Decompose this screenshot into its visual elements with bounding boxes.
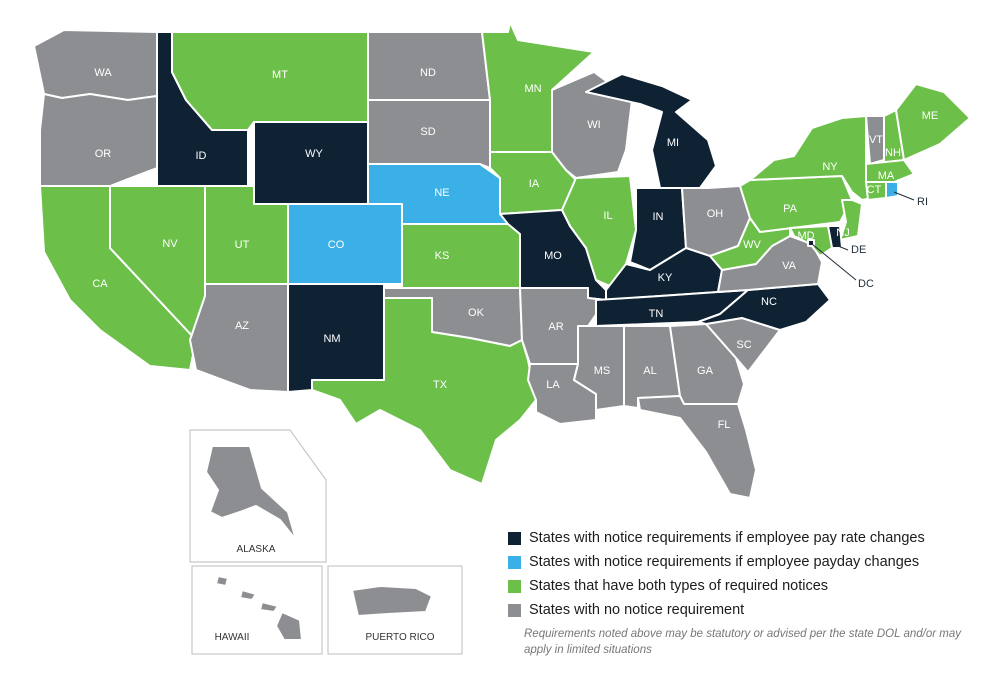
label-md: MD	[797, 230, 814, 242]
legend-swatch	[508, 579, 521, 593]
label-pa: PA	[783, 203, 798, 215]
state-hi[interactable]	[215, 575, 303, 641]
leader-de	[837, 245, 849, 251]
label-wa: WA	[94, 67, 112, 79]
state-ak[interactable]	[205, 445, 297, 541]
hawaii-label: HAWAII	[215, 632, 250, 643]
state-me[interactable]	[895, 83, 971, 161]
label-az: AZ	[235, 320, 249, 332]
legend-item-none: States with no notice requirement	[508, 598, 988, 622]
state-mi[interactable]	[585, 73, 717, 189]
label-al: AL	[643, 365, 656, 377]
state-mn[interactable]	[481, 21, 595, 153]
legend-item-both: States that have both types of required …	[508, 574, 988, 598]
label-ks: KS	[435, 250, 450, 262]
state-mt[interactable]	[171, 31, 369, 131]
state-co[interactable]	[287, 203, 403, 285]
label-tx: TX	[433, 379, 448, 391]
state-il[interactable]	[561, 175, 637, 287]
label-nv: NV	[162, 238, 178, 250]
label-tn: TN	[649, 308, 664, 320]
state-tx[interactable]	[311, 297, 537, 485]
label-wy: WY	[305, 148, 323, 160]
legend-label: States with notice requirements if emplo…	[529, 530, 925, 546]
state-fl[interactable]	[637, 395, 757, 499]
label-ri: RI	[917, 196, 928, 208]
legend-item-rate: States with notice requirements if emplo…	[508, 526, 988, 550]
legend-label: States with no notice requirement	[529, 602, 745, 618]
footnote: Requirements noted above may be statutor…	[524, 628, 962, 656]
label-ky: KY	[658, 272, 673, 284]
state-ri[interactable]	[885, 181, 899, 199]
leader-ri	[893, 191, 915, 201]
puerto-rico-label: PUERTO RICO	[365, 632, 434, 643]
label-il: IL	[603, 210, 612, 222]
label-la: LA	[546, 379, 560, 391]
legend-swatch	[508, 555, 521, 569]
label-vt: VT	[869, 134, 883, 146]
state-ma[interactable]	[865, 159, 915, 183]
label-nh: NH	[885, 147, 901, 159]
label-fl: FL	[718, 419, 731, 431]
label-mn: MN	[524, 83, 541, 95]
legend-swatch	[508, 531, 521, 545]
state-sd[interactable]	[367, 99, 491, 169]
hawaii-inset-frame	[191, 565, 323, 655]
label-ny: NY	[822, 161, 838, 173]
label-ca: CA	[92, 278, 108, 290]
label-sc: SC	[736, 339, 751, 351]
label-ok: OK	[468, 307, 485, 319]
label-wv: WV	[743, 239, 761, 251]
label-or: OR	[95, 148, 112, 160]
label-nc: NC	[761, 296, 777, 308]
label-id: ID	[196, 150, 207, 162]
state-wa[interactable]	[33, 29, 158, 101]
legend-item-payday: States with notice requirements if emplo…	[508, 550, 988, 574]
label-mt: MT	[272, 69, 288, 81]
label-ma: MA	[878, 170, 895, 182]
legend-label: States that have both types of required …	[529, 578, 829, 594]
label-oh: OH	[707, 208, 724, 220]
alaska-label: ALASKA	[237, 544, 276, 555]
state-wy[interactable]	[253, 121, 369, 205]
label-ia: IA	[529, 178, 540, 190]
label-wi: WI	[587, 119, 600, 131]
state-nc[interactable]	[697, 283, 831, 331]
legend-swatch	[508, 603, 521, 617]
state-ks[interactable]	[401, 223, 521, 289]
label-co: CO	[328, 239, 345, 251]
state-ny[interactable]	[749, 115, 873, 201]
label-mi: MI	[667, 137, 679, 149]
label-ga: GA	[697, 365, 714, 377]
label-dc: DC	[858, 278, 874, 290]
leader-dc	[811, 243, 857, 281]
label-in: IN	[653, 211, 664, 223]
label-me: ME	[922, 110, 939, 122]
label-ne: NE	[434, 187, 449, 199]
label-de: DE	[851, 244, 866, 256]
legend: States with notice requirements if emplo…	[508, 526, 988, 622]
label-sd: SD	[420, 126, 435, 138]
label-ut: UT	[235, 239, 250, 251]
state-nj[interactable]	[839, 199, 863, 241]
state-pr[interactable]	[351, 585, 433, 617]
label-ar: AR	[548, 321, 563, 333]
label-mo: MO	[544, 250, 562, 262]
label-nj: NJ	[836, 227, 849, 239]
legend-label: States with notice requirements if emplo…	[529, 554, 920, 570]
puerto-rico-inset-frame	[327, 565, 463, 655]
label-nm: NM	[323, 333, 340, 345]
label-nd: ND	[420, 67, 436, 79]
state-az[interactable]	[189, 283, 289, 393]
label-ct: CT	[867, 184, 882, 196]
label-va: VA	[782, 260, 797, 272]
label-ms: MS	[594, 365, 611, 377]
state-or[interactable]	[39, 93, 158, 187]
